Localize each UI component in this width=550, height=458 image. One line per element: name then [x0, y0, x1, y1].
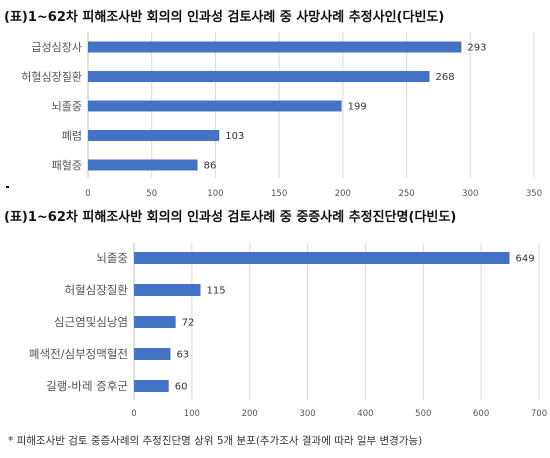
value-label: 63	[176, 350, 189, 361]
x-tick-label: 150	[271, 189, 287, 199]
x-tick-label: 50	[146, 189, 157, 199]
category-label: 길랭-바레 증후군	[46, 379, 128, 393]
category-label: 뇌졸중	[52, 100, 82, 113]
value-label: 115	[207, 286, 226, 297]
category-label: 패혈증	[52, 158, 82, 172]
bar	[134, 284, 201, 296]
x-tick-label: 0	[131, 409, 136, 419]
value-label: 268	[436, 72, 455, 83]
x-tick-label: 100	[184, 409, 200, 419]
x-tick-label: 700	[531, 409, 547, 419]
bar	[88, 71, 430, 82]
category-label: 허혈심장질환	[21, 69, 82, 83]
bar	[88, 159, 198, 171]
chart2-plot: 0 100 200 300 400 500 600 700 뇌졸중 649 허혈심장질환 115 심근염…	[29, 243, 547, 419]
bar	[134, 316, 176, 328]
x-tick-label: 200	[242, 409, 258, 419]
x-tick-label: 300	[299, 409, 315, 419]
chart2-title: (표)1~62차 피해조사반 회의의 인과성 검토사례 중 중증사례 추정진단명…	[4, 210, 457, 225]
footnote: * 피해조사반 검토 중증사례의 추정진단명 상위 5개 분포(추가조사 결과에…	[8, 435, 423, 447]
value-label: 649	[515, 254, 534, 265]
category-label: 폐렴	[62, 129, 82, 142]
category-label: 심근염및심낭염	[54, 315, 128, 329]
category-label: 뇌졸중	[96, 251, 128, 265]
bar	[88, 100, 342, 112]
x-tick-label: 100	[207, 189, 223, 199]
value-label: 60	[175, 382, 188, 393]
value-label: 293	[467, 43, 486, 54]
category-label: 허혈심장질환	[65, 283, 129, 297]
x-tick-label: 350	[526, 189, 542, 199]
bar	[88, 41, 462, 53]
bar	[134, 380, 169, 392]
x-tick-label: 600	[473, 409, 489, 419]
bar	[134, 252, 510, 264]
chart1-plot: 0 50 100 150 200 250 300 350 급성심장사 293 허혈심장질환 268 뇌졸…	[6, 32, 542, 199]
value-label: 199	[348, 102, 367, 113]
x-tick-label: 400	[357, 409, 373, 419]
bar	[88, 130, 220, 141]
category-label: 폐색전/심부정맥혈전	[29, 347, 128, 361]
x-tick-label: 200	[335, 189, 351, 199]
value-label: 72	[182, 318, 195, 329]
value-label: 86	[204, 161, 217, 172]
chart1-title: (표)1~62차 피해조사반 회의의 인과성 검토사례 중 사망사례 추정사인(…	[4, 10, 445, 25]
x-tick-label: 300	[462, 189, 478, 199]
x-tick-label: 500	[415, 409, 431, 419]
x-tick-label: 250	[398, 189, 414, 199]
value-label: 103	[225, 131, 244, 142]
category-label: 급성심장사	[31, 41, 82, 54]
edge-mark	[6, 186, 9, 188]
bar	[134, 348, 171, 360]
x-tick-label: 0	[85, 189, 90, 199]
